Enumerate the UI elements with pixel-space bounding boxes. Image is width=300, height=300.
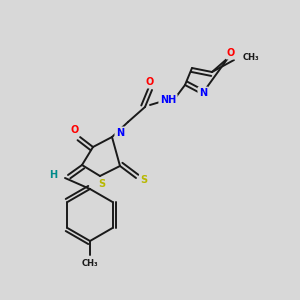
Text: N: N	[199, 88, 207, 98]
Text: H: H	[49, 170, 57, 180]
Text: NH: NH	[160, 95, 176, 105]
Text: CH₃: CH₃	[82, 259, 98, 268]
Text: CH₃: CH₃	[243, 53, 260, 62]
Text: O: O	[227, 48, 235, 58]
Text: N: N	[116, 128, 124, 138]
Text: S: S	[98, 179, 106, 189]
Text: S: S	[140, 175, 148, 185]
Text: O: O	[146, 77, 154, 87]
Text: O: O	[71, 125, 79, 135]
